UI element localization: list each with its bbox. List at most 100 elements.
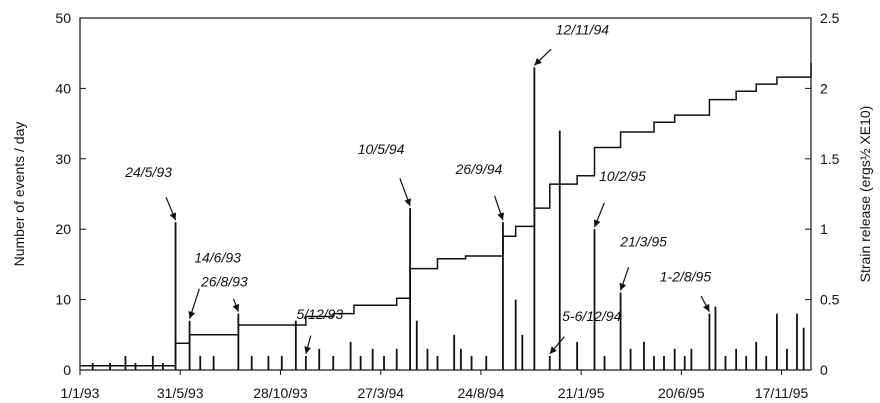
annotation-arrowhead — [188, 310, 196, 319]
event-bar — [745, 355, 748, 370]
x-tick-label: 21/1/95 — [558, 385, 605, 401]
event-bar — [318, 348, 321, 370]
event-bar — [212, 355, 215, 370]
right-y-axis-title: Strain release (ergs½ XE10) — [857, 106, 873, 283]
event-bar — [735, 348, 738, 370]
right-y-tick-label: 1.5 — [820, 151, 840, 167]
event-bar — [280, 355, 283, 370]
annotation-label: 24/5/93 — [124, 164, 172, 180]
event-bar — [593, 229, 596, 370]
event-bar — [514, 299, 517, 370]
left-y-tick-label: 40 — [55, 80, 71, 96]
left-y-tick-label: 30 — [55, 151, 71, 167]
event-bar — [619, 292, 622, 370]
plot-frame — [79, 17, 812, 371]
event-bar — [714, 306, 717, 370]
labels-group: Number of events / day Strain release (er… — [11, 106, 873, 283]
ticks-group: 0 10 20 30 40 50 0 0.5 1 1.5 2 2.5 1/1/93 31/5/93 28/1… — [55, 10, 839, 401]
event-bar — [267, 355, 270, 370]
event-bar — [359, 355, 362, 370]
event-bar — [755, 341, 758, 370]
bars-group — [91, 67, 805, 370]
annotation-label: 26/9/94 — [455, 161, 503, 177]
left-y-tick-label: 50 — [55, 10, 71, 26]
event-bar — [708, 313, 711, 370]
event-bar — [673, 348, 676, 370]
event-bar — [548, 355, 551, 370]
event-bar — [690, 348, 693, 370]
annotation-arrowhead — [304, 346, 312, 354]
event-bar — [802, 327, 805, 370]
x-tick-label: 20/6/95 — [658, 385, 705, 401]
left-y-tick-label: 20 — [55, 221, 71, 237]
event-bar — [765, 355, 768, 370]
right-y-tick-label: 0.5 — [820, 292, 840, 308]
left-y-tick-label: 0 — [63, 362, 71, 378]
annotation-label: 5/12/93 — [296, 306, 343, 322]
annotation-label: 12/11/94 — [556, 21, 610, 37]
axes-group — [79, 17, 812, 371]
strain-release-step-line — [80, 63, 812, 367]
x-tick-label: 17/11/95 — [755, 385, 809, 401]
annotation-arrowhead — [534, 57, 542, 66]
left-y-axis-title: Number of events / day — [11, 122, 27, 267]
event-bar — [643, 341, 645, 370]
right-y-tick-label: 0 — [820, 362, 828, 378]
annotation-label: 10/5/94 — [358, 141, 405, 157]
event-bar — [521, 334, 524, 370]
event-bar — [683, 355, 686, 370]
event-bar — [786, 348, 788, 370]
right-y-tick-label: 1 — [820, 221, 828, 237]
event-bar — [603, 355, 606, 370]
annotation-label: 1-2/8/95 — [660, 269, 712, 285]
annotation-arrowhead — [404, 198, 411, 207]
event-bar — [436, 355, 439, 370]
right-y-tick-label: 2.5 — [820, 10, 840, 26]
event-bar — [459, 348, 462, 370]
annotations-group: 24/5/93 14/6/93 26/8/93 5/12/93 10/5/94 26/9/… — [124, 21, 712, 355]
event-bar — [629, 348, 632, 370]
left-y-tick-label: 10 — [55, 292, 71, 308]
event-bar — [502, 222, 504, 370]
event-bar — [304, 355, 307, 370]
event-bar — [653, 355, 655, 370]
event-bar — [415, 320, 418, 370]
event-bar — [349, 341, 352, 370]
event-bar — [485, 355, 488, 370]
event-bar — [724, 355, 727, 370]
event-bar — [426, 348, 429, 370]
right-y-tick-label: 2 — [820, 80, 828, 96]
event-bar — [576, 341, 579, 370]
x-tick-label: 27/3/94 — [357, 385, 404, 401]
event-bar — [453, 334, 456, 370]
event-bar — [332, 355, 335, 370]
annotation-arrowhead — [169, 212, 177, 221]
event-bar — [470, 355, 473, 370]
annotation-arrowhead — [497, 212, 504, 221]
event-bar — [663, 355, 665, 370]
x-tick-label: 28/10/93 — [253, 385, 308, 401]
x-tick-label: 1/1/93 — [61, 385, 100, 401]
strain-release-step-group — [80, 63, 812, 367]
x-tick-label: 24/8/94 — [458, 385, 505, 401]
event-bar — [558, 130, 561, 370]
event-bar — [395, 348, 398, 370]
annotation-arrowhead — [703, 303, 710, 312]
annotation-label: 5-6/12/94 — [562, 308, 621, 324]
annotation-label: 14/6/93 — [194, 250, 241, 266]
annotation-arrowhead — [549, 346, 557, 354]
event-bar — [294, 320, 297, 370]
event-bar — [371, 348, 374, 370]
event-bar — [124, 355, 127, 370]
event-bar — [383, 355, 385, 370]
event-bar — [188, 320, 191, 370]
event-bar — [151, 355, 154, 370]
annotation-arrowhead — [619, 282, 627, 291]
annotation-arrowhead — [593, 219, 601, 228]
annotation-label: 21/3/95 — [619, 234, 667, 250]
event-bar — [237, 313, 240, 370]
event-bar — [776, 313, 778, 370]
x-tick-label: 31/5/93 — [157, 385, 204, 401]
